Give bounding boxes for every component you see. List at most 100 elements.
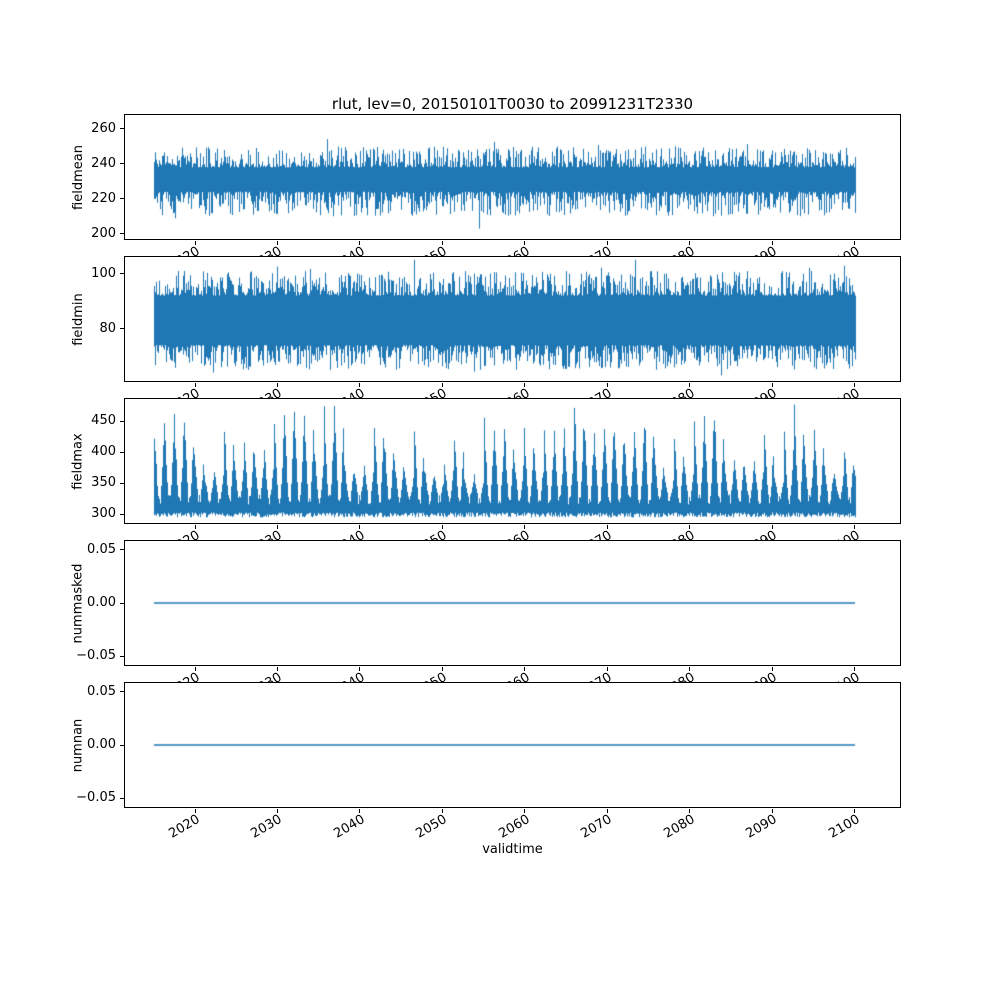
x-tick-mark xyxy=(854,525,856,529)
x-tick-mark xyxy=(277,383,279,387)
line-canvas-fieldmean xyxy=(125,115,900,239)
x-tick-mark xyxy=(441,241,443,245)
y-tick-label: 450 xyxy=(91,413,116,429)
y-tick-mark xyxy=(120,273,124,275)
y-tick-mark xyxy=(120,451,124,453)
y-tick-label: 80 xyxy=(99,320,116,336)
y-tick-label: 100 xyxy=(91,265,116,281)
y-tick-mark xyxy=(120,328,124,330)
x-tick-mark xyxy=(854,241,856,245)
subplot-nummasked: nummasked0.050.00−0.05202020302040205020… xyxy=(71,540,901,700)
y-tick-mark xyxy=(120,482,124,484)
x-tick-mark xyxy=(194,383,196,387)
x-tick-mark xyxy=(359,667,361,671)
x-tick-mark xyxy=(441,809,443,813)
y-axis-label: fieldmin xyxy=(70,292,86,346)
x-tick-mark xyxy=(277,809,279,813)
y-tick-mark xyxy=(120,797,124,799)
x-tick-mark xyxy=(689,525,691,529)
y-tick-mark xyxy=(120,691,124,693)
y-tick-mark xyxy=(120,198,124,200)
y-tick-label: −0.05 xyxy=(76,790,116,806)
y-tick-label: 240 xyxy=(91,155,116,171)
x-tick-label: 2080 xyxy=(661,812,698,842)
x-tick-mark xyxy=(359,383,361,387)
y-tick-mark xyxy=(120,163,124,165)
x-tick-mark xyxy=(689,667,691,671)
y-tick-mark xyxy=(120,655,124,657)
y-tick-label: 300 xyxy=(91,506,116,522)
y-tick-mark xyxy=(120,744,124,746)
subplot-fieldmean: fieldmean2002202402602020203020402050206… xyxy=(71,114,901,274)
x-tick-mark xyxy=(771,383,773,387)
y-tick-mark xyxy=(120,549,124,551)
x-tick-mark xyxy=(277,525,279,529)
x-tick-mark xyxy=(606,525,608,529)
x-tick-mark xyxy=(524,667,526,671)
x-tick-mark xyxy=(854,667,856,671)
x-tick-mark xyxy=(689,383,691,387)
x-tick-label: 2100 xyxy=(825,812,863,842)
y-tick-label: 350 xyxy=(91,475,116,491)
x-tick-mark xyxy=(606,383,608,387)
y-tick-label: 220 xyxy=(91,190,116,206)
x-axis-title: validtime xyxy=(482,842,543,857)
x-tick-mark xyxy=(524,383,526,387)
y-tick-mark xyxy=(120,602,124,604)
x-tick-mark xyxy=(194,525,196,529)
x-tick-mark xyxy=(771,241,773,245)
x-tick-mark xyxy=(359,241,361,245)
x-tick-mark xyxy=(854,383,856,387)
y-tick-label: 400 xyxy=(91,444,116,460)
x-tick-mark xyxy=(854,809,856,813)
x-tick-mark xyxy=(194,241,196,245)
x-tick-label: 2040 xyxy=(331,812,368,842)
x-tick-mark xyxy=(441,383,443,387)
x-tick-label: 2090 xyxy=(743,812,780,842)
x-tick-label: 2030 xyxy=(248,812,286,842)
subplot-numnan: numnan 0.05 0.00 −0.05 2020 2030 2040 2050 2060 2… xyxy=(71,682,901,842)
x-tick-mark xyxy=(689,809,691,813)
x-tick-mark xyxy=(359,809,361,813)
y-tick-label: 200 xyxy=(91,225,116,241)
x-tick-label: 2020 xyxy=(166,812,203,842)
y-tick-mark xyxy=(120,513,124,515)
x-tick-mark xyxy=(441,525,443,529)
y-tick-mark xyxy=(120,128,124,130)
x-tick-mark xyxy=(771,809,773,813)
x-tick-mark xyxy=(359,525,361,529)
chart-title: rlut, lev=0, 20150101T0030 to 20991231T2… xyxy=(331,95,694,113)
line-canvas-nummasked xyxy=(125,541,900,665)
x-tick-mark xyxy=(606,241,608,245)
line-canvas-fieldmin xyxy=(125,257,900,381)
x-tick-mark xyxy=(194,667,196,671)
x-tick-mark xyxy=(524,241,526,245)
x-tick-mark xyxy=(771,667,773,671)
x-tick-label: 2060 xyxy=(496,812,533,842)
x-tick-mark xyxy=(441,667,443,671)
y-tick-label: 0.05 xyxy=(87,683,116,699)
y-tick-label: 0.05 xyxy=(87,541,116,557)
x-tick-mark xyxy=(524,809,526,813)
y-tick-mark xyxy=(120,233,124,235)
x-tick-mark xyxy=(606,809,608,813)
x-tick-mark xyxy=(194,809,196,813)
x-tick-mark xyxy=(277,667,279,671)
x-tick-mark xyxy=(277,241,279,245)
y-tick-mark xyxy=(120,420,124,422)
subplot-fieldmin: fieldmin80100202020302040205020602070208… xyxy=(71,256,901,416)
y-tick-label: 0.00 xyxy=(87,737,116,752)
y-tick-label: −0.05 xyxy=(76,648,116,664)
y-tick-label: 0.00 xyxy=(87,595,116,610)
line-canvas-numnan xyxy=(125,683,900,807)
x-tick-mark xyxy=(606,667,608,671)
x-tick-mark xyxy=(689,241,691,245)
y-tick-label: 260 xyxy=(91,120,116,136)
x-tick-mark xyxy=(524,525,526,529)
x-tick-label: 2070 xyxy=(578,812,615,842)
x-tick-label: 2050 xyxy=(413,812,450,842)
x-tick-mark xyxy=(771,525,773,529)
line-canvas-fieldmax xyxy=(125,399,900,523)
subplot-fieldmax: fieldmax30035040045020202030204020502060… xyxy=(71,398,901,558)
